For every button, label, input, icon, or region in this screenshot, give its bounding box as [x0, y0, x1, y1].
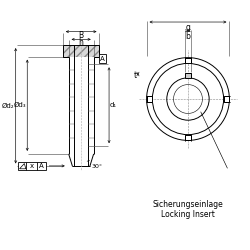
Text: Locking Insert: Locking Insert [161, 210, 215, 219]
Text: h: h [79, 38, 84, 48]
Text: x: x [30, 163, 34, 169]
Bar [18, 162, 46, 170]
Bar [184, 58, 191, 64]
Text: g: g [186, 23, 190, 32]
Bar [224, 96, 229, 102]
Text: d₁: d₁ [110, 102, 117, 108]
Text: Ød₂: Ød₂ [2, 103, 15, 109]
Bar [63, 45, 100, 57]
Text: A: A [39, 163, 44, 169]
Bar [146, 96, 152, 102]
Text: B: B [78, 31, 84, 40]
Text: Sicherungseinlage: Sicherungseinlage [152, 200, 223, 209]
Text: A: A [100, 56, 105, 62]
Bar [184, 73, 191, 78]
Polygon shape [20, 164, 26, 169]
Text: Ød₃: Ød₃ [14, 102, 26, 108]
Text: 30°: 30° [92, 164, 103, 170]
Bar [184, 134, 191, 140]
Text: b: b [186, 32, 190, 41]
Text: t: t [134, 71, 137, 80]
